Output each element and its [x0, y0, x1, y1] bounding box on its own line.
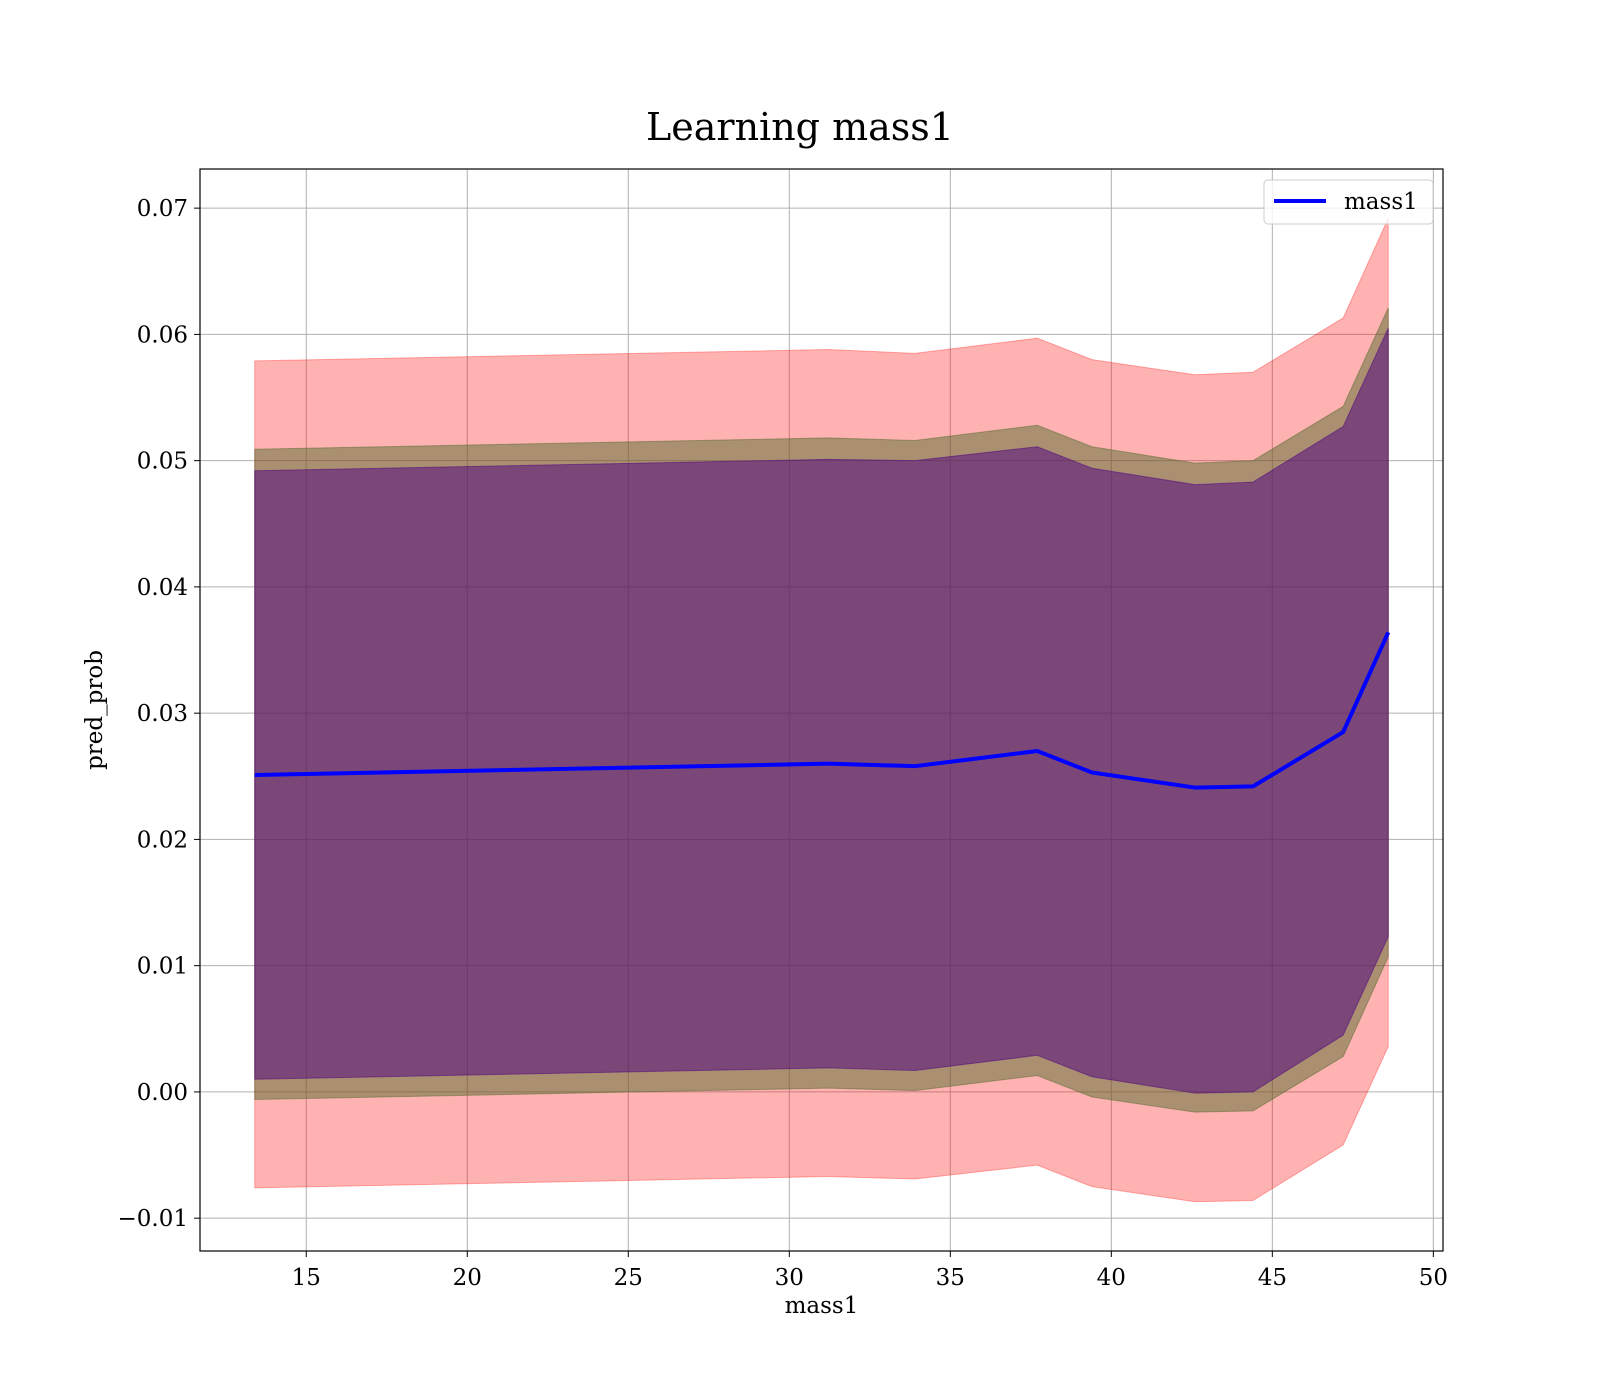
- series-line-mass1: [254, 631, 1391, 790]
- y-tick-label: 0.00: [137, 1080, 188, 1106]
- y-tick-label: 0.03: [137, 701, 188, 727]
- plot-frame: [199, 168, 1444, 1252]
- x-tick-label: 20: [453, 1265, 482, 1291]
- x-tick-label: 30: [775, 1265, 804, 1291]
- chart-title: Learning mass1: [646, 105, 954, 149]
- y-tick-label: −0.01: [118, 1206, 188, 1232]
- y-tick-label: 0.02: [137, 827, 188, 853]
- x-tick-label: 40: [1097, 1265, 1126, 1291]
- legend: mass1: [1263, 179, 1434, 225]
- x-tick-label: 25: [614, 1265, 643, 1291]
- y-axis-label: pred_prob: [82, 650, 108, 770]
- y-tick-label: 0.05: [137, 449, 188, 475]
- x-tick-label: 35: [936, 1265, 965, 1291]
- x-axis-ticks: 15 20 25 30 35 40 45 50: [292, 1251, 1448, 1291]
- y-tick-label: 0.01: [137, 954, 188, 980]
- x-tick-label: 50: [1419, 1265, 1448, 1291]
- legend-box: [1263, 179, 1434, 225]
- confidence-bands: [254, 218, 1389, 1203]
- y-tick-label: 0.07: [137, 196, 188, 222]
- x-tick-label: 45: [1258, 1265, 1287, 1291]
- y-tick-label: 0.04: [137, 575, 188, 601]
- y-axis-ticks: −0.01 0.00 0.01 0.02 0.03 0.04 0.05 0.06 0.07: [118, 196, 200, 1232]
- y-tick-label: 0.06: [137, 322, 188, 348]
- legend-label: mass1: [1344, 189, 1418, 215]
- confidence-band-3: [254, 327, 1389, 1094]
- x-axis-label: mass1: [785, 1293, 859, 1319]
- x-tick-label: 15: [292, 1265, 321, 1291]
- series-lines: [254, 631, 1391, 790]
